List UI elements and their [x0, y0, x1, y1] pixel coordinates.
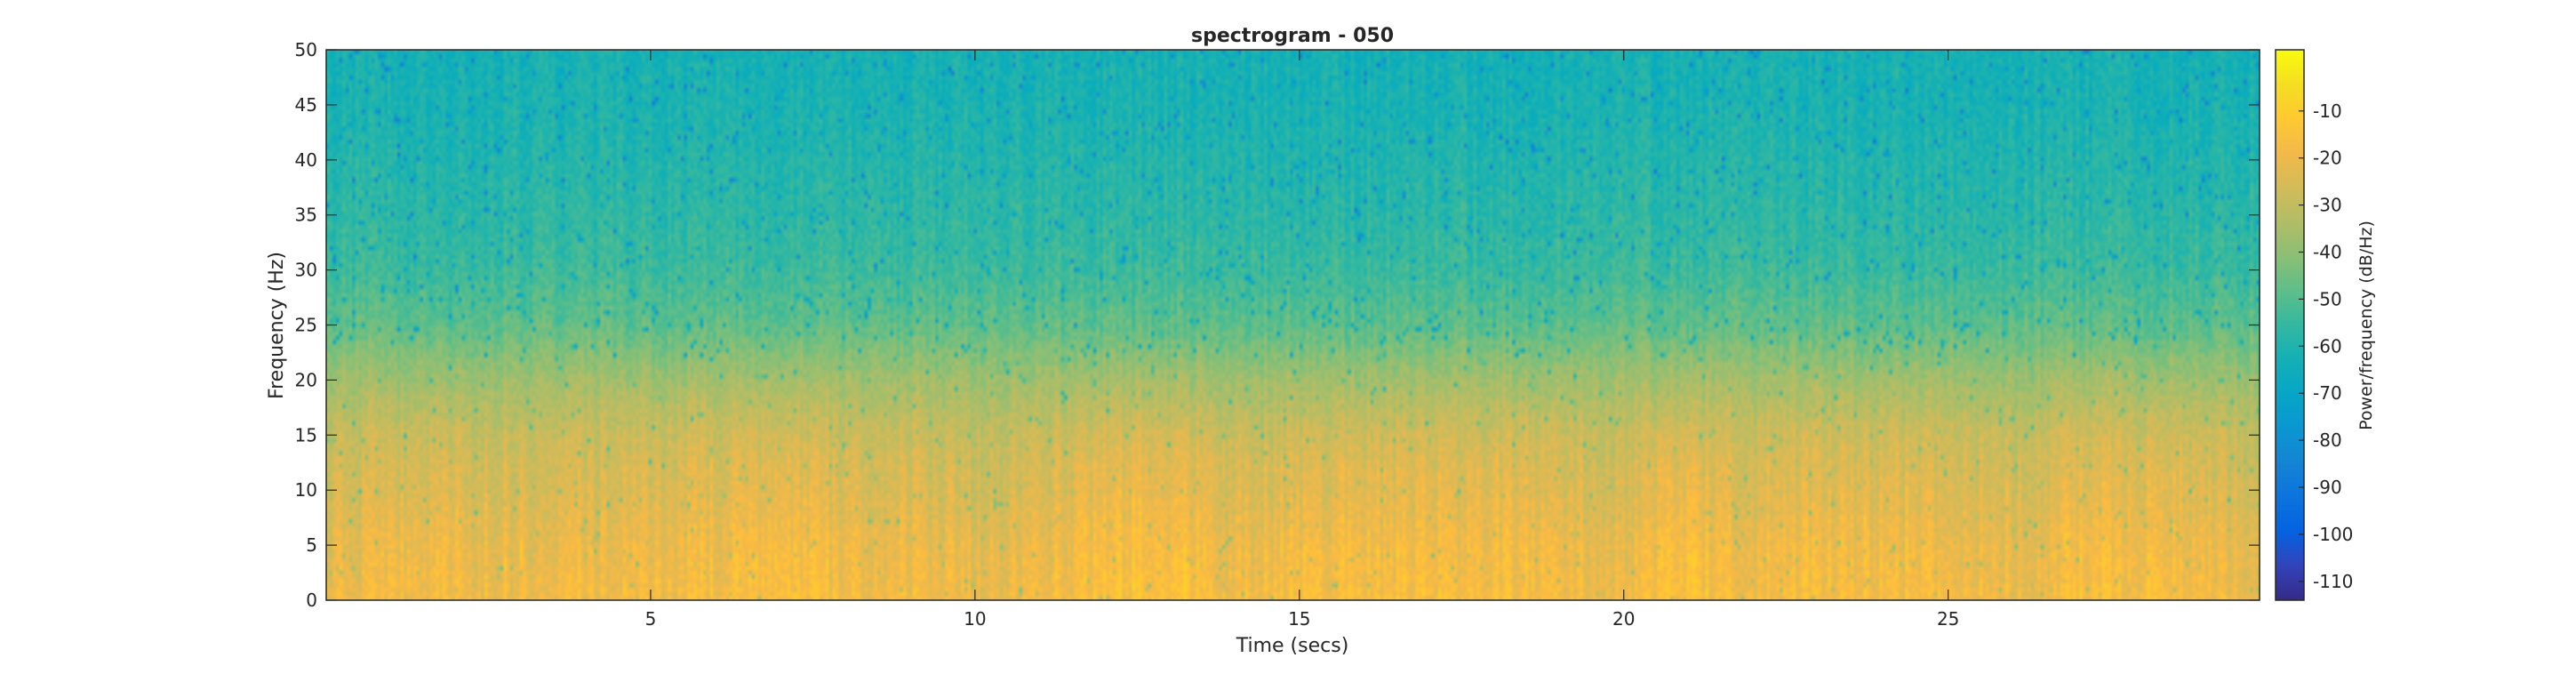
- x-tick-label-4: 25: [1937, 608, 1959, 630]
- colorbar-tick-label-2: -30: [2313, 195, 2342, 216]
- y-tick-label-9: 45: [295, 94, 317, 116]
- colorbar-tick-label-7: -80: [2313, 429, 2342, 451]
- y-tick-label-8: 40: [295, 149, 317, 171]
- colorbar-tick-label-1: -20: [2313, 148, 2342, 169]
- y-tick-label-7: 35: [295, 205, 317, 226]
- colorbar-ticks: -10 -20 -30 -40 -50 -60 -70 -80 -90 -100 -110: [2299, 100, 2353, 592]
- colorbar-label: Power/frequency (dB/Hz): [2356, 221, 2376, 430]
- y-tick-label-1: 5: [306, 534, 317, 556]
- colorbar-tick-label-6: -70: [2313, 382, 2342, 404]
- x-tick-label-3: 20: [1612, 608, 1635, 630]
- y-axis-label: Frequency (Hz): [266, 252, 288, 399]
- chart-title: spectrogram - 050: [1191, 25, 1394, 47]
- x-tick-label-1: 10: [964, 608, 986, 630]
- y-tick-label-5: 25: [295, 315, 317, 336]
- x-tick-label-0: 5: [645, 608, 657, 630]
- x-axis-label: Time (secs): [1236, 635, 1349, 657]
- x-tick-label-2: 15: [1288, 608, 1310, 630]
- y-tick-label-6: 30: [295, 260, 317, 281]
- colorbar-tick-label-8: -90: [2313, 477, 2342, 498]
- y-tick-label-3: 15: [295, 424, 317, 445]
- colorbar-tick-label-9: -100: [2313, 524, 2353, 545]
- spectrogram-image: [326, 50, 2260, 600]
- y-tick-label-10: 50: [295, 39, 317, 60]
- y-tick-label-2: 10: [295, 479, 317, 501]
- colorbar-tick-label-10: -110: [2313, 571, 2353, 592]
- colorbar-tick-label-5: -60: [2313, 335, 2342, 357]
- colorbar-tick-label-4: -50: [2313, 288, 2342, 309]
- y-axis-ticks: 0 5 10 15 20 25 30 35 40 45 50: [295, 39, 2260, 611]
- colorbar-tick-label-3: -40: [2313, 241, 2342, 262]
- spectrogram-heatmap: [326, 50, 2260, 600]
- y-tick-label-4: 20: [295, 369, 317, 390]
- y-tick-label-0: 0: [306, 590, 317, 611]
- colorbar-tick-label-0: -10: [2313, 100, 2342, 122]
- colorbar: [2275, 49, 2305, 601]
- x-axis-ticks: 5 10 15 20 25: [645, 50, 1959, 630]
